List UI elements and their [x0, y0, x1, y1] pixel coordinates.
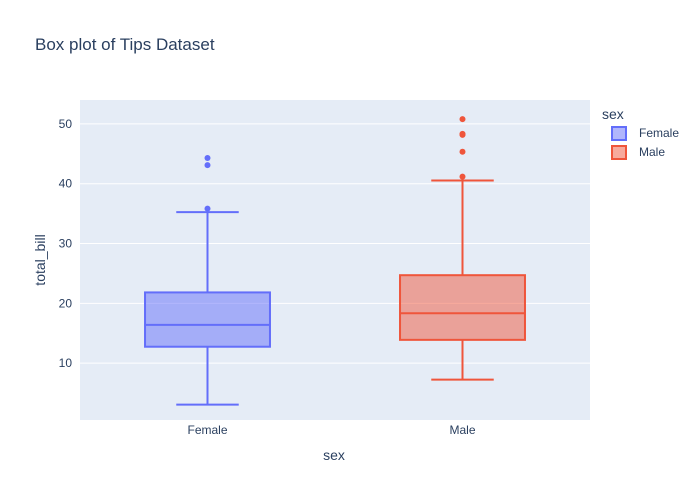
y-axis-title: total_bill	[32, 234, 48, 285]
x-tick-label: Male	[449, 423, 475, 437]
outlier-point	[459, 116, 466, 123]
outlier-point	[459, 130, 466, 137]
legend-label: Male	[639, 145, 665, 159]
legend: sex Female Male	[602, 106, 679, 160]
legend-label: Female	[639, 126, 679, 140]
outlier-point	[204, 162, 211, 169]
box-female	[144, 155, 271, 406]
plot-area	[80, 100, 590, 420]
y-tick-label: 10	[59, 356, 73, 370]
legend-item-female[interactable]: Female	[611, 126, 679, 141]
outlier-point	[459, 173, 466, 180]
y-axis-ticks: 10 20 30 40 50	[59, 117, 73, 370]
legend-swatch	[611, 145, 627, 160]
y-tick-label: 50	[59, 117, 73, 131]
outlier-point	[459, 148, 466, 155]
outlier-point	[204, 155, 211, 162]
y-tick-label: 20	[59, 296, 73, 310]
box-male	[399, 116, 526, 381]
interquartile-box	[399, 274, 526, 341]
legend-item-male[interactable]: Male	[611, 145, 665, 160]
x-axis-title: sex	[323, 447, 345, 463]
outlier-point	[204, 205, 211, 212]
y-tick-label: 40	[59, 177, 73, 191]
chart-title: Box plot of Tips Dataset	[35, 35, 215, 54]
legend-title: sex	[602, 106, 624, 122]
interquartile-box	[144, 291, 271, 348]
boxes	[144, 116, 526, 406]
legend-swatch	[611, 126, 627, 141]
y-tick-label: 30	[59, 237, 73, 251]
x-axis-ticks: Female Male	[187, 423, 475, 437]
x-tick-label: Female	[187, 423, 227, 437]
